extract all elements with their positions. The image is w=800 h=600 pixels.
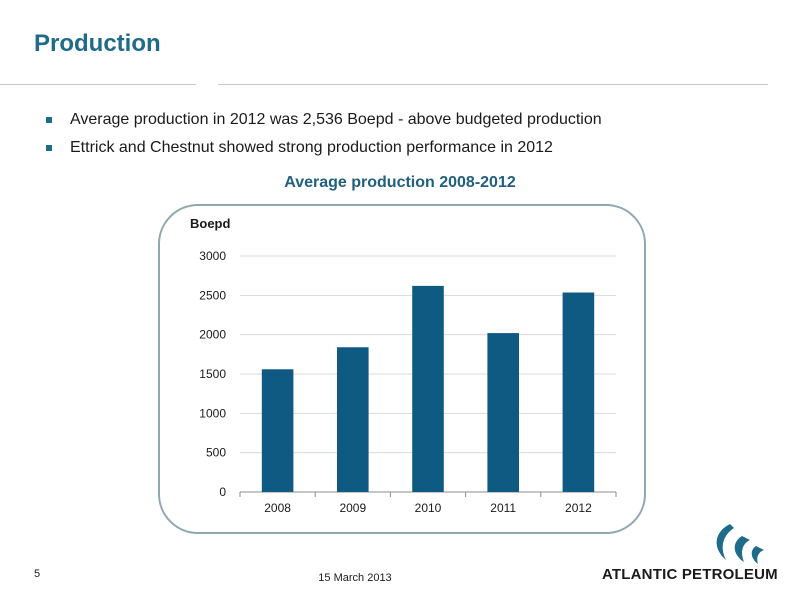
x-tick-label: 2010	[415, 501, 442, 515]
chart-title: Average production 2008-2012	[284, 174, 516, 191]
bullet-text: Average production in 2012 was 2,536 Boe…	[70, 111, 602, 128]
square-bullet-icon	[46, 145, 52, 151]
y-tick-label: 2000	[199, 328, 226, 342]
bullet-list: Average production in 2012 was 2,536 Boe…	[44, 108, 602, 164]
title-divider-right	[218, 84, 768, 85]
bullet-item: Ettrick and Chestnut showed strong produ…	[44, 136, 602, 164]
x-tick-label: 2009	[339, 501, 366, 515]
wave-logo-icon	[716, 524, 764, 564]
bullet-item: Average production in 2012 was 2,536 Boe…	[44, 108, 602, 136]
x-tick-label: 2008	[264, 501, 291, 515]
bullet-text: Ettrick and Chestnut showed strong produ…	[70, 139, 553, 156]
company-logo: ATLANTIC PETROLEUM	[602, 518, 778, 588]
logo-text: ATLANTIC PETROLEUM	[602, 566, 778, 583]
title-divider-left	[0, 84, 196, 85]
y-tick-label: 3000	[199, 249, 226, 263]
y-tick-label: 1500	[199, 367, 226, 381]
bar	[412, 285, 444, 492]
slide-title: Production	[34, 30, 161, 57]
y-tick-label: 500	[206, 446, 226, 460]
y-axis-label: Boepd	[190, 216, 231, 231]
bar	[261, 369, 294, 492]
bar-chart: Boepd 0 500 1000 1500 2000 2500 3000 2008 2009 201…	[190, 216, 617, 515]
x-tick-label: 2012	[565, 501, 592, 515]
x-tick-label: 2011	[490, 501, 516, 515]
slide-date: 15 March 2013	[318, 572, 392, 584]
y-tick-label: 1000	[199, 406, 226, 420]
bar	[337, 347, 369, 492]
square-bullet-icon	[46, 117, 52, 123]
bar	[562, 292, 595, 492]
y-tick-label: 2500	[199, 288, 226, 302]
page-number: 5	[34, 568, 41, 580]
y-tick-label: 0	[219, 485, 226, 499]
bar	[487, 333, 519, 492]
